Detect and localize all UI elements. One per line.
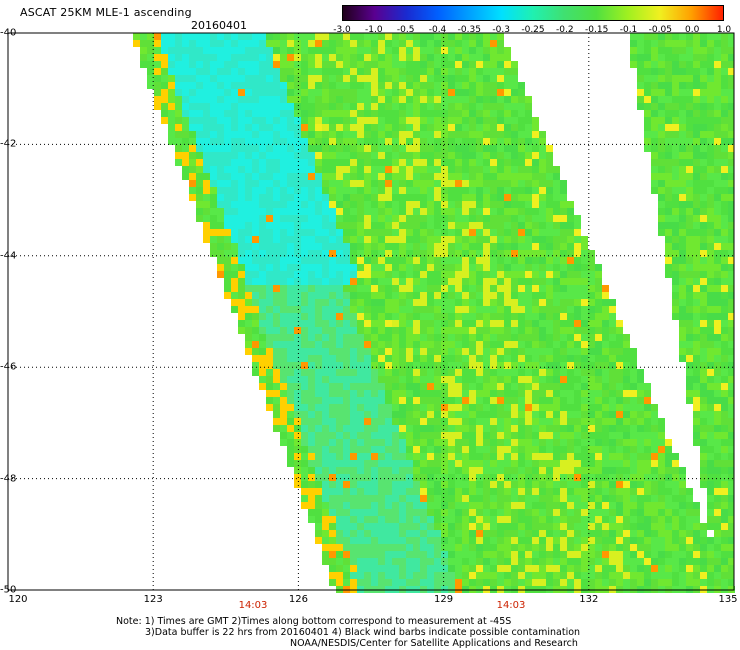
longitude-label: 123 [143,594,163,605]
note-line-2: 3)Data buffer is 22 hrs from 20160401 4)… [145,627,581,638]
colorbar-tick-label: -0.3 [492,25,510,35]
colorbar-tick-label: -0.2 [556,25,574,35]
colorbar-tick-label: -0.25 [521,25,545,35]
colorbar-tick-label: -0.4 [428,25,447,35]
longitude-label: 126 [288,594,308,605]
colorbar-tick-label: -0.5 [396,25,415,35]
latitude-label: -50 [0,584,17,596]
colorbar-tick-label: 1.0 [716,25,732,35]
note-line-1: Note: 1) Times are GMT 2)Times along bot… [116,616,512,627]
colorbar-tick-label: 0.0 [684,25,700,35]
colorbar-tick-label: -3.0 [333,25,351,35]
longitude-label: 132 [579,594,599,605]
latitude-label: -44 [0,250,17,262]
product-date: 20160401 [191,19,247,32]
swath-layer [133,33,735,593]
latitude-label: -42 [0,138,17,150]
colorbar [342,5,724,21]
time-label-1: 14:03 [238,600,268,611]
longitude-label: 135 [718,594,738,605]
colorbar-tick-label: -1.0 [365,25,383,35]
note-line-3: NOAA/NESDIS/Center for Satellite Applica… [290,638,578,649]
latitude-label: -40 [0,27,17,39]
time-label-2: 14:03 [496,600,526,611]
plot-frame [7,32,735,591]
colorbar-tick-label: -0.15 [585,25,609,35]
colorbar-tick-label: -0.05 [648,25,672,35]
longitude-label: 120 [8,594,28,605]
colorbar-tick-label: -0.35 [457,25,481,35]
longitude-label: 129 [434,594,454,605]
colorbar-tick-label: -0.1 [619,25,638,35]
latitude-label: -48 [0,473,17,485]
product-title: ASCAT 25KM MLE-1 ascending [20,6,192,19]
latitude-label: -46 [0,361,17,373]
